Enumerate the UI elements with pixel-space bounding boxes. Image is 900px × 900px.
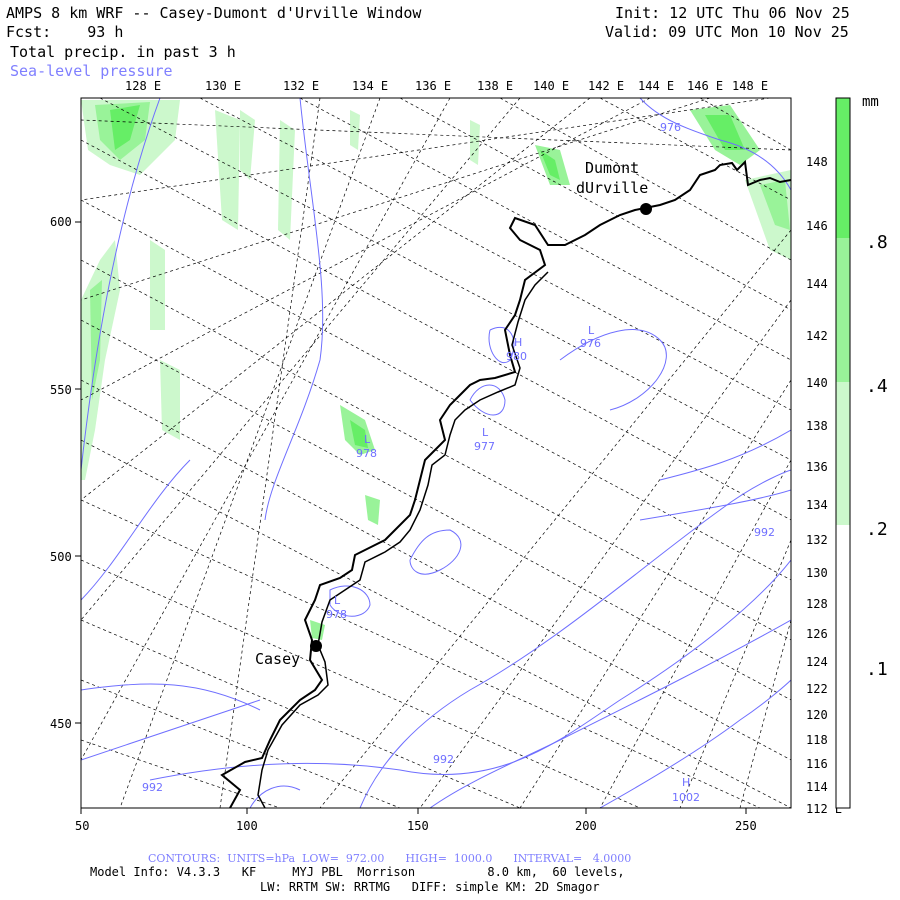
- x-tick-label: 150: [407, 819, 429, 833]
- right-lon-labels: 148 E 146 E 144 E 142 E 140 E 138 E 136 …: [806, 155, 842, 816]
- pressure-type-label: L: [482, 426, 489, 439]
- init-time: Init: 12 UTC Thu 06 Nov 25: [615, 4, 850, 22]
- pressure-value-label: 976: [660, 121, 681, 134]
- right-lon-label: 134 E: [806, 498, 842, 512]
- y-tick-label: 500: [50, 550, 72, 564]
- top-lon-label: 130 E: [205, 79, 241, 93]
- right-lon-label: 136 E: [806, 460, 842, 474]
- pressure-value-label: 976: [580, 337, 601, 350]
- y-tick-label: 550: [50, 383, 72, 397]
- top-lon-labels: 128 E 130 E 132 E 134 E 136 E 138 E 140 …: [125, 79, 768, 93]
- right-lon-label: 130 E: [806, 566, 842, 580]
- right-lon-label: 126 E: [806, 627, 842, 641]
- y-axis-tick-marks: [75, 221, 81, 724]
- pressure-type-label: L: [588, 324, 595, 337]
- top-lon-label: 132 E: [283, 79, 319, 93]
- casey-label: Casey: [255, 650, 300, 668]
- valid-time: Valid: 09 UTC Mon 10 Nov 25: [605, 23, 849, 41]
- x-tick-label: 50: [75, 819, 89, 833]
- x-axis-ticks: 50 100 150 200 250: [75, 819, 757, 833]
- pressure-contours: [81, 98, 791, 808]
- top-lon-label: 134 E: [352, 79, 388, 93]
- colorbar-label: .8: [866, 232, 888, 253]
- pressure-type-label: L: [334, 594, 341, 607]
- map-title: AMPS 8 km WRF -- Casey-Dumont d'Urville …: [6, 4, 422, 22]
- colorbar-label: .2: [866, 519, 888, 540]
- pressure-type-label: L: [364, 433, 371, 446]
- right-lon-label: 112 E: [806, 802, 842, 816]
- colorbar-segment: [836, 382, 850, 525]
- top-lon-label: 142 E: [588, 79, 624, 93]
- pressure-value-label: 978: [356, 447, 377, 460]
- plot-area: [81, 98, 791, 808]
- right-lon-label: 132 E: [806, 533, 842, 547]
- right-lon-label: 138 E: [806, 419, 842, 433]
- durville-label: dUrville: [576, 179, 648, 197]
- pressure-type-label: H: [682, 776, 690, 789]
- right-lon-label: 142 E: [806, 329, 842, 343]
- latlon-grid: [81, 98, 791, 808]
- colorbar-label: .4: [866, 376, 888, 397]
- model-info-line2: LW: RRTM SW: RRTMG DIFF: simple KM: 2D S…: [260, 880, 600, 894]
- colorbar-segment: [836, 98, 850, 238]
- colorbar-segment: [836, 238, 850, 382]
- top-lon-label: 146 E: [687, 79, 723, 93]
- coastline-inner: [257, 271, 549, 808]
- pressure-value-label: 992: [754, 526, 775, 539]
- top-lon-label: 128 E: [125, 79, 161, 93]
- y-tick-label: 600: [50, 215, 72, 229]
- right-lon-label: 124 E: [806, 655, 842, 669]
- precip-shading: [81, 100, 791, 640]
- top-lon-label: 136 E: [415, 79, 451, 93]
- right-lon-label: 114 E: [806, 780, 842, 794]
- dumont-durville-marker: [640, 203, 652, 215]
- y-tick-label: 450: [50, 717, 72, 731]
- x-axis-tick-marks: [80, 808, 747, 814]
- top-lon-label: 138 E: [477, 79, 513, 93]
- pressure-value-label: 992: [433, 753, 454, 766]
- top-lon-label: 148 E: [732, 79, 768, 93]
- casey-marker: [310, 640, 322, 652]
- x-tick-label: 200: [575, 819, 597, 833]
- right-lon-label: 118 E: [806, 733, 842, 747]
- dumont-label: Dumont: [585, 159, 639, 177]
- right-lon-label: 120 E: [806, 708, 842, 722]
- right-lon-label: 116 E: [806, 757, 842, 771]
- right-lon-label: 122 E: [806, 682, 842, 696]
- plot-frame: [80, 97, 792, 809]
- right-lon-label: 128 E: [806, 597, 842, 611]
- pressure-value-label: 978: [326, 608, 347, 621]
- right-lon-label: 144 E: [806, 277, 842, 291]
- colorbar-segment: [836, 525, 850, 808]
- right-lon-label: 140 E: [806, 376, 842, 390]
- pressure-value-label: 977: [474, 440, 495, 453]
- top-lon-label: 140 E: [533, 79, 569, 93]
- colorbar-unit: mm: [862, 94, 879, 110]
- x-tick-label: 250: [735, 819, 757, 833]
- pressure-labels: L 976 H 980 L 977 L 978 L 978 992 992 H …: [142, 121, 775, 804]
- contour-info: CONTOURS: UNITS=hPa LOW= 972.00 HIGH= 10…: [148, 852, 632, 865]
- y-axis-ticks: 600 550 500 450: [50, 215, 72, 731]
- right-lon-label: 146 E: [806, 219, 842, 233]
- colorbar-label: .1: [866, 659, 888, 680]
- colorbar-frame: [835, 97, 851, 809]
- model-info-line1: Model Info: V4.3.3 KF MYJ PBL Morrison 8…: [90, 865, 625, 879]
- forecast-hour: Fcst: 93 h: [6, 23, 124, 41]
- contour-field-label: Sea-level pressure: [10, 62, 173, 80]
- pressure-value-label: 980: [506, 350, 527, 363]
- x-tick-label: 100: [236, 819, 258, 833]
- pressure-value-label: 1002: [672, 791, 700, 804]
- field-label: Total precip. in past 3 h: [10, 43, 236, 61]
- pressure-value-label: 992: [142, 781, 163, 794]
- top-lon-label: 144 E: [638, 79, 674, 93]
- pressure-type-label: H: [514, 336, 522, 349]
- right-lon-label: 148 E: [806, 155, 842, 169]
- precip-colorbar: mm .8 .4 .2 .1: [835, 94, 888, 809]
